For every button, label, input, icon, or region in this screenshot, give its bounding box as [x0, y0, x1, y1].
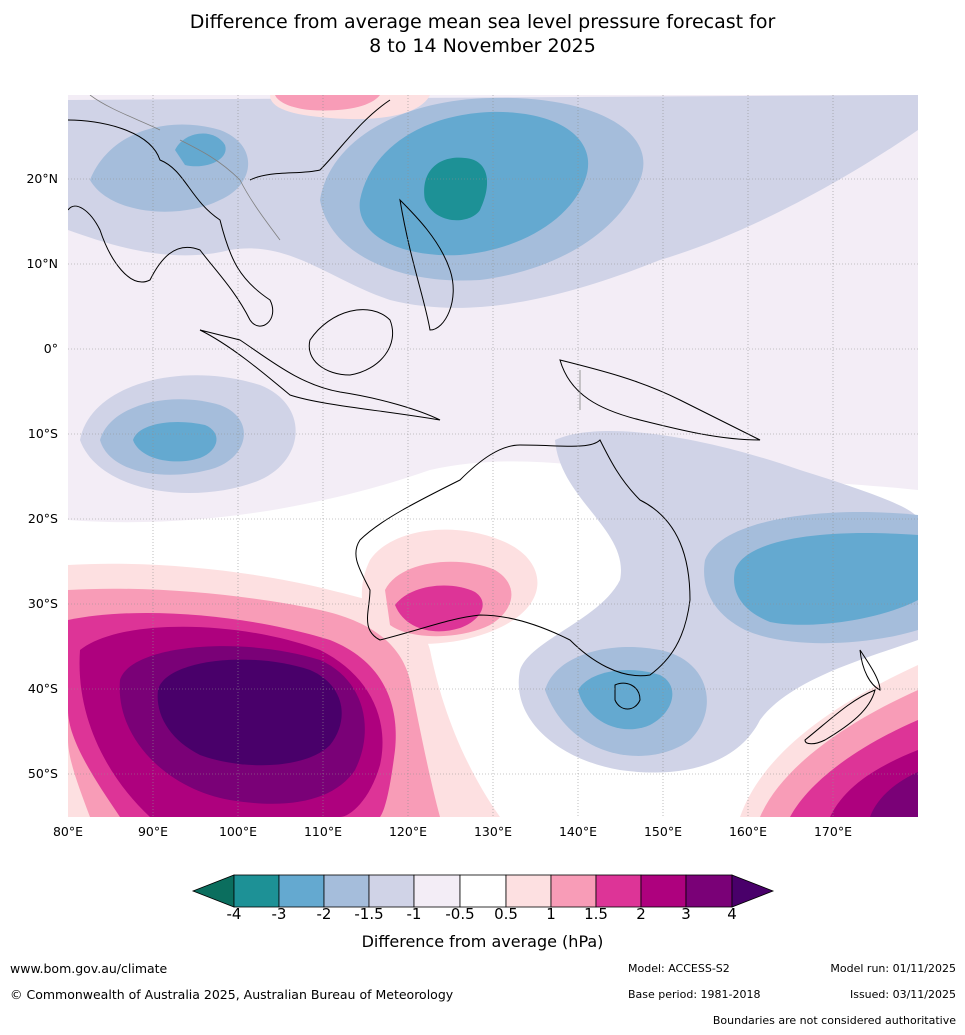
lon-label-170e: 170°E: [813, 824, 852, 839]
colorbar-tick: -2: [316, 905, 332, 923]
negative-cell-indian-ocean-core: [133, 421, 217, 462]
colorbar-tick: 1.5: [584, 905, 608, 923]
colorbar-tick: -4: [226, 905, 242, 923]
lon-label-90e: 90°E: [137, 824, 169, 839]
website-link[interactable]: www.bom.gov.au/climate: [10, 961, 168, 976]
colorbar-tick: 3: [681, 905, 691, 923]
lon-label-160e: 160°E: [728, 824, 767, 839]
philippines-outline: [399, 198, 454, 331]
boundary-disclaimer: Boundaries are not considered authoritat…: [712, 1014, 956, 1027]
lon-label-150e: 150°E: [643, 824, 682, 839]
colorbar-tick: 1: [546, 905, 556, 923]
negative-cell-tasmania-core: [578, 670, 673, 730]
colorbar-tick: -1: [406, 905, 422, 923]
lat-label-10n: 10°N: [26, 256, 58, 271]
sumatra-java-outline: [199, 329, 441, 421]
new-guinea-outline: [559, 359, 761, 441]
positive-region-southwest-core: [157, 659, 342, 766]
colorbar-tick: -1.5: [354, 905, 384, 923]
australia-outline: [355, 439, 691, 677]
colorbar-tick: 4: [727, 905, 737, 923]
positive-cell-wa-core: [395, 585, 483, 632]
lat-label-50s: 50°S: [27, 766, 58, 781]
title-line-1: Difference from average mean sea level p…: [189, 11, 776, 33]
lat-label-0: 0°: [43, 341, 58, 356]
model-run-date: Model run: 01/11/2025: [830, 962, 956, 975]
lat-label-30s: 30°S: [27, 596, 58, 611]
colorbar-tick: -0.5: [445, 905, 475, 923]
colorbar-tick: 0.5: [494, 905, 518, 923]
lat-label-20n: 20°N: [26, 171, 58, 186]
colorbar-tick: -3: [271, 905, 287, 923]
lon-label-120e: 120°E: [388, 824, 427, 839]
title-line-2: 8 to 14 November 2025: [369, 35, 596, 57]
lon-label-140e: 140°E: [558, 824, 597, 839]
model-name: Model: ACCESS-S2: [628, 962, 730, 975]
lat-label-20s: 20°S: [27, 511, 58, 526]
tasmania-outline: [614, 682, 641, 710]
base-period: Base period: 1981-2018: [628, 988, 761, 1001]
lon-label-110e: 110°E: [303, 824, 342, 839]
lat-label-10s: 10°S: [27, 426, 58, 441]
colorbar-label: Difference from average (hPa): [361, 932, 604, 951]
lon-label-130e: 130°E: [473, 824, 512, 839]
negative-cell-tasman-core: [734, 533, 918, 625]
graticule: [68, 95, 918, 817]
lon-label-100e: 100°E: [218, 824, 257, 839]
positive-cell-china-inner: [275, 95, 380, 111]
colorbar-tick: 2: [636, 905, 646, 923]
lat-label-40s: 40°S: [27, 681, 58, 696]
border-lines: [89, 95, 581, 410]
copyright-notice: © Commonwealth of Australia 2025, Austra…: [10, 987, 454, 1002]
country-borders: [89, 95, 581, 410]
coastlines: [68, 99, 881, 745]
borneo-outline: [308, 309, 394, 376]
lon-label-80e: 80°E: [52, 824, 84, 839]
asia-mainland-outline: [68, 99, 391, 327]
chart-title: Difference from average mean sea level p…: [0, 10, 965, 58]
positive-region-nz-p3: [870, 772, 918, 817]
issued-date: Issued: 03/11/2025: [849, 988, 956, 1001]
new-zealand-outline: [804, 649, 881, 745]
negative-cell-philippines-core: [424, 157, 488, 221]
